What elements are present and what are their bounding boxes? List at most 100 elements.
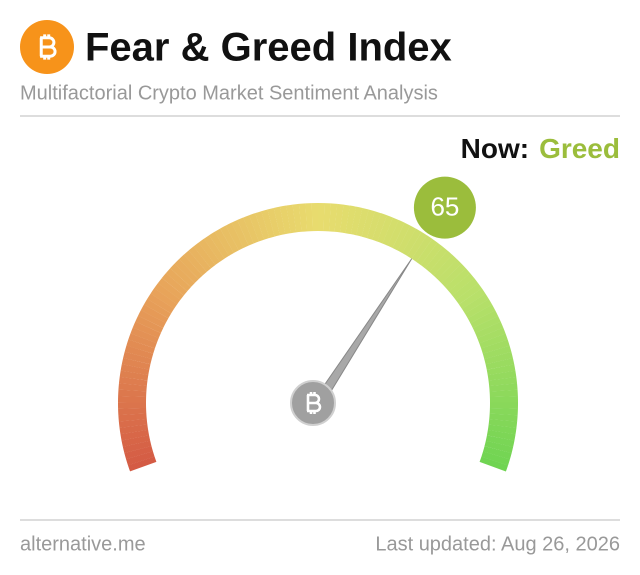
gauge-arc-segment bbox=[387, 220, 405, 249]
gauge-arc-segment bbox=[188, 246, 212, 272]
gauge-arc-segment bbox=[298, 203, 308, 232]
gauge-arc-segment bbox=[124, 345, 154, 359]
gauge-arc-segment bbox=[477, 327, 506, 344]
gauge-arc-segment bbox=[489, 389, 518, 398]
gauge-arc-segment bbox=[339, 204, 350, 234]
gauge-arc-segment bbox=[143, 298, 172, 319]
gauge-arc-segment bbox=[445, 268, 471, 292]
gauge-arc-segment bbox=[458, 288, 486, 309]
gauge-arc-segment bbox=[475, 321, 504, 339]
gauge-arc-segment bbox=[127, 456, 157, 472]
gauge-arc-segment bbox=[273, 206, 286, 236]
gauge-arc-segment bbox=[267, 207, 280, 237]
gauge-arc-segment bbox=[154, 282, 181, 305]
gauge-arc-segment bbox=[382, 217, 399, 246]
gauge-arc-segment bbox=[485, 358, 515, 370]
gauge-arc-segment bbox=[433, 254, 458, 280]
gauge-arc-segment bbox=[126, 451, 155, 466]
gauge-arc-segment bbox=[487, 370, 517, 381]
gauge-arc-segment bbox=[132, 321, 161, 339]
gauge-arc-segment bbox=[118, 418, 148, 428]
gauge-arc-segment bbox=[361, 209, 375, 239]
gauge-arc-segment bbox=[179, 254, 203, 280]
gauge-arc-segment bbox=[366, 211, 382, 240]
gauge-arc-segment bbox=[286, 204, 297, 234]
gauge-arc-segment bbox=[305, 203, 313, 232]
gauge-arc-segment bbox=[237, 217, 254, 246]
gauge-arc-segment bbox=[464, 298, 493, 319]
gauge-arc-segment bbox=[231, 220, 249, 248]
gauge-arc-segment bbox=[488, 376, 518, 387]
gauge-arc-segment bbox=[392, 222, 411, 251]
gauge-arc-segment bbox=[372, 213, 388, 242]
gauge-arc-segment bbox=[356, 207, 369, 237]
gauge-arc-segment bbox=[482, 345, 512, 360]
gauge-arc-segment bbox=[488, 418, 518, 429]
gauge-arc-segment bbox=[484, 351, 513, 365]
gauge-arc-segment bbox=[311, 203, 319, 232]
gauge-arc-segment bbox=[120, 429, 150, 441]
gauge-arc-segment bbox=[209, 231, 230, 259]
gauge-arc-segment bbox=[467, 304, 496, 324]
gauge-arc-segment bbox=[461, 293, 489, 314]
gauge-arc-segment bbox=[425, 246, 448, 272]
gauge-arc-segment bbox=[150, 288, 178, 309]
gauge-arc-segment bbox=[117, 402, 147, 409]
gauge-arc-segment bbox=[489, 402, 518, 409]
gauge-arc-segment bbox=[118, 407, 147, 416]
gauge-arc-segment bbox=[279, 205, 291, 235]
value-bubble bbox=[413, 176, 476, 239]
gauge-arc-segment bbox=[119, 424, 149, 435]
bitcoin-glyph bbox=[306, 392, 322, 414]
gauge-arc-segment bbox=[318, 203, 325, 232]
gauge-arc-segment bbox=[479, 333, 508, 349]
bitcoin-glyph bbox=[39, 34, 57, 60]
gauge-arc-segment bbox=[157, 277, 184, 300]
gauge-arc-segment bbox=[135, 315, 164, 334]
gauge-arc-segment bbox=[214, 228, 234, 256]
gauge-arc-segment bbox=[121, 435, 151, 447]
gauge-arc-segment bbox=[118, 395, 147, 403]
gauge-arc-segment bbox=[411, 235, 433, 262]
gauge-arc-segment bbox=[487, 424, 517, 435]
now-label: Now: bbox=[461, 133, 529, 164]
gauge-arc-segment bbox=[429, 250, 453, 276]
gauge-arc-segment bbox=[193, 242, 216, 269]
gauge-arc-segment bbox=[170, 263, 195, 288]
gauge-arc-segment bbox=[147, 293, 175, 314]
gauge-arc-segment bbox=[118, 389, 147, 397]
gauge-arc-segment bbox=[118, 376, 148, 387]
gauge-arc-segment bbox=[407, 231, 428, 259]
gauge-arc-segment bbox=[220, 225, 239, 254]
source: alternative.me bbox=[20, 533, 146, 555]
gauge-arc-segment bbox=[123, 351, 152, 365]
gauge-arc-segment bbox=[334, 203, 344, 233]
gauge-arc-segment bbox=[161, 273, 188, 296]
gauge-arc-segment bbox=[489, 383, 518, 392]
gauge-arc-segment bbox=[165, 268, 191, 292]
gauge-arc-segment bbox=[119, 370, 149, 381]
gauge-arc-segment bbox=[470, 310, 499, 329]
classification: Greed bbox=[539, 133, 620, 164]
gauge-arc-segment bbox=[128, 333, 157, 349]
title: Fear & Greed Index bbox=[85, 26, 452, 70]
gauge-arc-segment bbox=[377, 215, 394, 244]
gauge-arc-segment bbox=[183, 250, 207, 276]
gauge-arc-segment bbox=[455, 283, 482, 305]
value-label: 65 bbox=[430, 191, 459, 221]
gauge-arc-segment bbox=[479, 456, 509, 472]
gauge-arc-segment bbox=[118, 413, 147, 422]
gauge-arc-segment bbox=[483, 446, 512, 460]
last-updated: Last updated: Aug 26, 2026 bbox=[375, 533, 620, 555]
gauge-arc-segment bbox=[323, 203, 331, 232]
gauge-arc-segment bbox=[489, 408, 518, 416]
gauge-arc-segment bbox=[292, 203, 302, 233]
gauge-arc-segment bbox=[249, 213, 265, 242]
gauge-arc-segment bbox=[489, 396, 518, 403]
gauge-arc-segment bbox=[485, 435, 515, 447]
gauge-arc-segment bbox=[140, 304, 169, 324]
gauge-arc-segment bbox=[121, 357, 151, 370]
gauge-arc-segment bbox=[345, 205, 357, 235]
